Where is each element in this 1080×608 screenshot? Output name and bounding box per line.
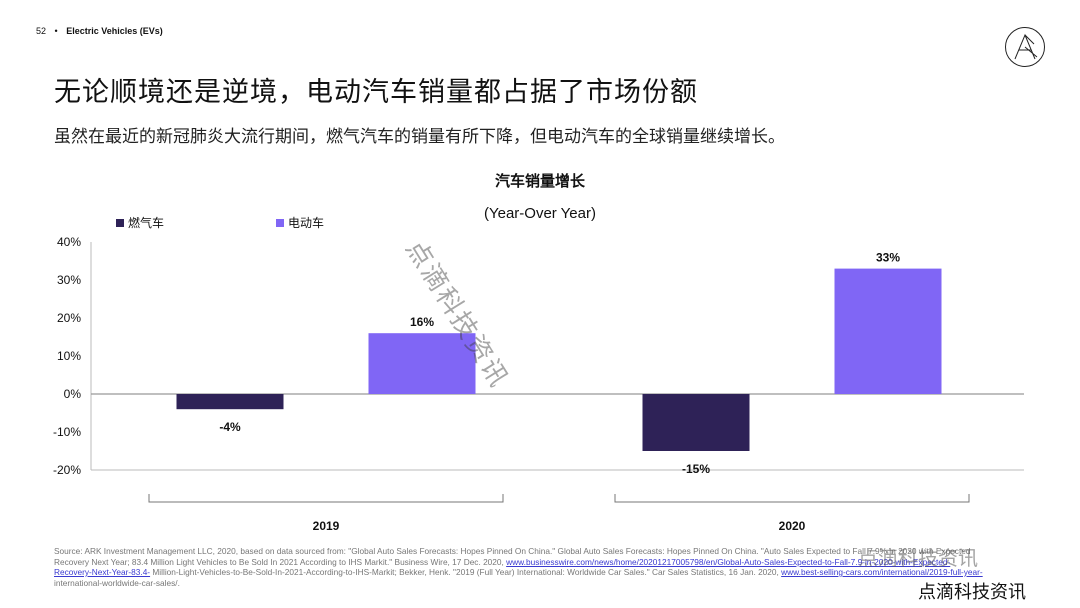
category-bracket (614, 494, 970, 503)
y-tick-label: 0% (64, 387, 82, 401)
legend-item-ev: 电动车 (276, 214, 436, 231)
y-tick-label: 10% (57, 349, 81, 363)
bar-gas-2020 (642, 394, 750, 451)
source-text-1: Source: ARK Investment Management LLC, 2… (54, 546, 971, 567)
data-label: -4% (219, 420, 241, 434)
bar-ev-2020 (834, 268, 942, 394)
page-header: 52 • Electric Vehicles (EVs) (36, 26, 163, 36)
chart-subtitle: (Year-Over Year) (483, 205, 596, 222)
legend-label-gas: 燃气车 (128, 216, 165, 230)
category-bracket (148, 494, 504, 503)
y-tick-label: -20% (53, 463, 81, 477)
y-tick-label: 30% (57, 273, 81, 287)
source-note: Source: ARK Investment Management LLC, 2… (54, 546, 984, 588)
data-label: -15% (682, 462, 710, 476)
source-text-3: international-worldwide-car-sales/. (54, 577, 180, 588)
y-tick-label: 20% (57, 311, 81, 325)
x-category-label: 2020 (779, 519, 806, 533)
bar-gas-2019 (176, 394, 284, 410)
bar-ev-2019 (368, 333, 476, 394)
data-label: 16% (410, 315, 434, 329)
legend-swatch-gas (116, 218, 124, 227)
ark-logo-icon (1005, 27, 1045, 67)
y-tick-label: 40% (57, 235, 81, 249)
legend-swatch-ev (276, 218, 284, 227)
page-number: 52 (36, 26, 47, 36)
page-subtitle: 虽然在最近的新冠肺炎大流行期间，燃气汽车的销量有所下降，但电动汽车的全球销量继续… (54, 127, 785, 147)
x-category-label: 2019 (313, 519, 340, 533)
source-link-2[interactable]: www.best-selling-cars.com/international/… (781, 567, 983, 577)
page-title: 无论顺境还是逆境，电动汽车销量都占据了市场份额 (54, 77, 698, 108)
section-label: Electric Vehicles (EVs) (66, 26, 163, 36)
y-tick-label: -10% (53, 425, 81, 439)
data-label: 33% (876, 251, 900, 265)
chart-legend: 燃气车 电动车 (116, 214, 436, 231)
legend-item-gas: 燃气车 (116, 214, 276, 231)
header-bullet: • (54, 26, 58, 36)
source-link-1[interactable]: www.businesswire.com/news/home/202012170… (54, 556, 951, 578)
source-text-2: Million-Light-Vehicles-to-Be-Sold-In-202… (152, 567, 779, 577)
legend-label-ev: 电动车 (288, 216, 325, 230)
watermark-bottom-1: 点滴科技资讯 (858, 546, 978, 570)
chart-title: 汽车销量增长 (494, 172, 585, 190)
watermark-bottom-2: 点滴科技资讯 (918, 582, 1026, 603)
